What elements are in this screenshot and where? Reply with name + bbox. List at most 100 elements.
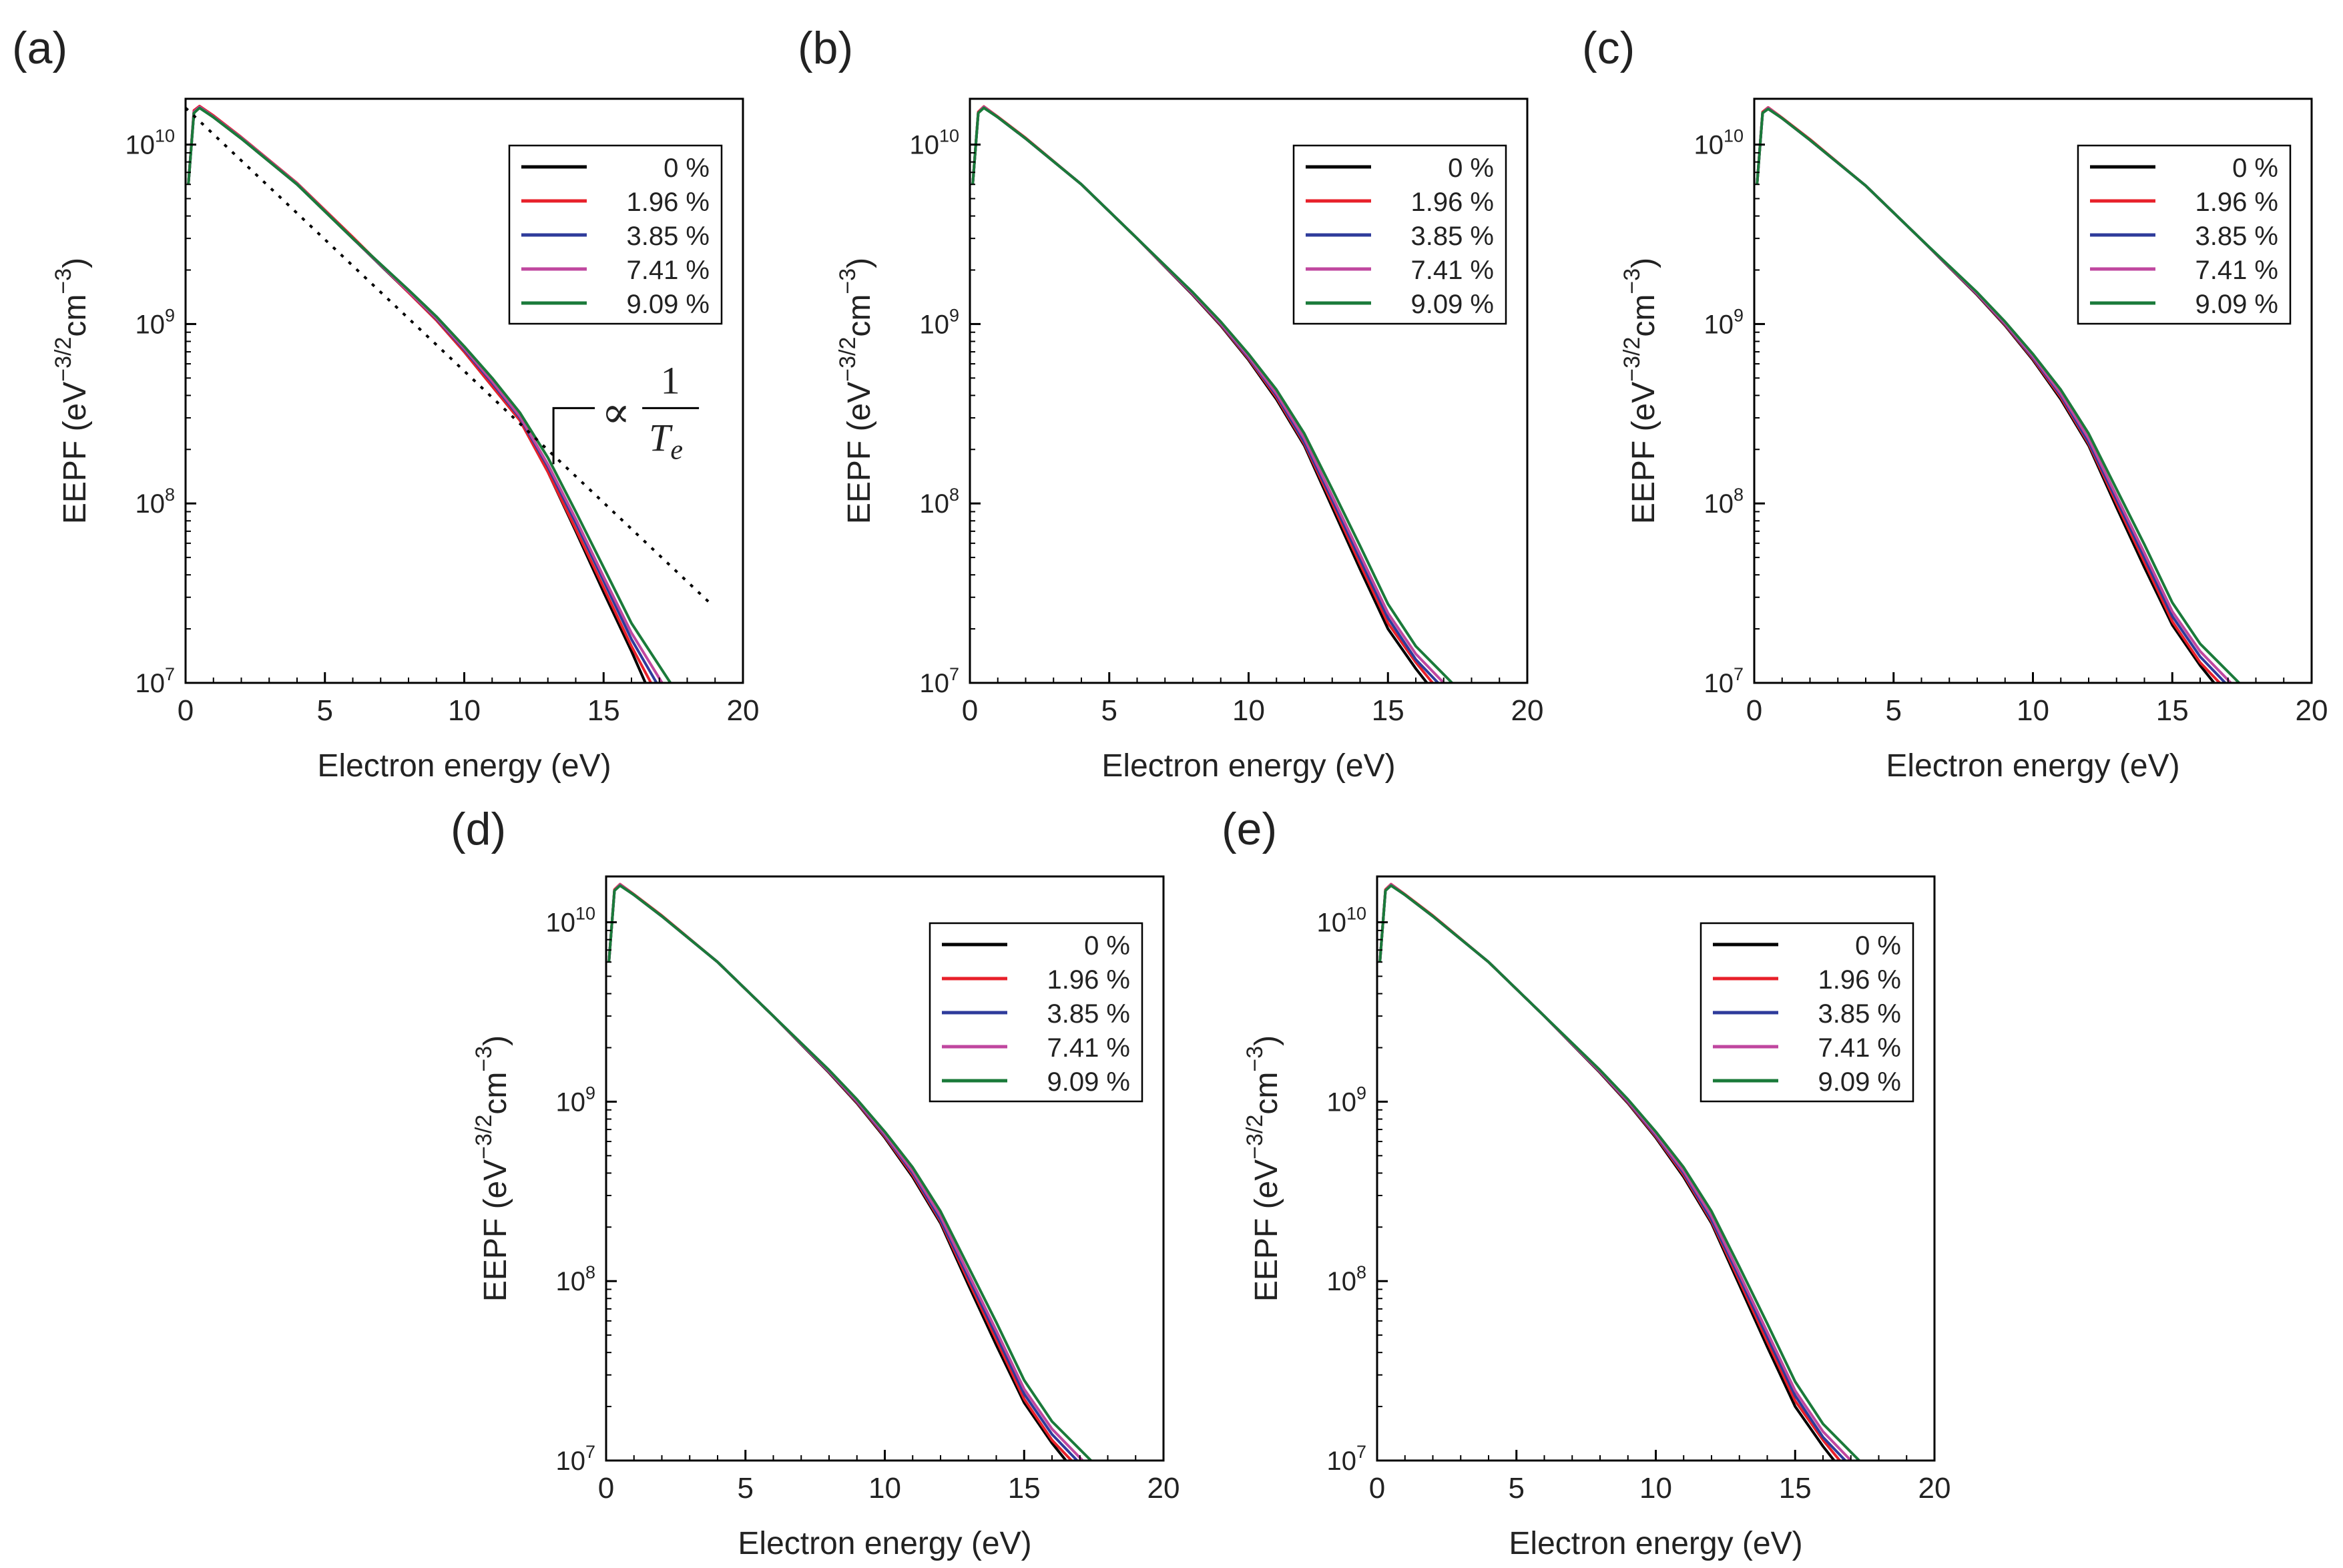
y-tick-label: 1010 (545, 904, 595, 938)
legend-entry: 3.85 % (626, 222, 710, 251)
legend-entry: 3.85 % (1818, 999, 1901, 1029)
y-tick-label: 108 (135, 485, 175, 519)
legend-entry: 1.96 % (1047, 965, 1130, 995)
y-axis-label: EEPF (eV−3/2cm−3) (1242, 1035, 1284, 1302)
x-tick-label: 5 (317, 694, 333, 727)
x-axis-label: Electron energy (eV) (1101, 748, 1395, 784)
legend-entry: 0 % (1084, 931, 1130, 961)
y-tick-label: 107 (135, 664, 175, 698)
y-tick-label: 109 (555, 1083, 595, 1117)
panel-a: (a) 0 5 10 15 20 107 108 109 1010 Electron energy … (12, 23, 759, 784)
y-tick-label: 107 (555, 1442, 595, 1476)
fraction-numerator: 1 (661, 358, 680, 402)
x-tick-label: 15 (1779, 1472, 1812, 1505)
y-tick-label: 108 (555, 1262, 595, 1296)
slope-annotation: ∝ 1 Te (552, 358, 700, 465)
x-tick-label: 10 (1232, 694, 1265, 727)
x-axis-label: Electron energy (eV) (1886, 748, 2179, 784)
reference-line (186, 107, 711, 604)
legend-entry: 3.85 % (2195, 222, 2278, 251)
panel-label: (b) (798, 23, 853, 73)
series-line-9-09 (971, 106, 1453, 683)
legend-entry: 9.09 % (2195, 290, 2278, 319)
x-tick-label: 0 (178, 694, 194, 727)
x-tick-label: 0 (962, 694, 978, 727)
x-tick-label: 20 (1511, 694, 1544, 727)
y-tick-label: 107 (919, 664, 959, 698)
x-tick-label: 15 (1008, 1472, 1041, 1505)
series-group (1378, 882, 1860, 1461)
legend: 0 % 1.96 % 3.85 % 7.41 % 9.09 % (508, 144, 723, 325)
x-tick-label: 0 (1369, 1472, 1385, 1505)
legend: 0 % 1.96 % 3.85 % 7.41 % 9.09 % (1292, 144, 1507, 325)
series-group (1756, 106, 2240, 683)
x-tick-label: 20 (1918, 1472, 1951, 1505)
legend: 0 % 1.96 % 3.85 % 7.41 % 9.09 % (929, 922, 1143, 1103)
x-tick-label: 0 (598, 1472, 614, 1505)
panel-e: (e) 0 5 10 15 20 107 108 109 1010 Electron energy … (1222, 804, 1950, 1561)
legend-entry: 7.41 % (2195, 256, 2278, 285)
legend-entry: 0 % (1448, 154, 1494, 183)
panel-b: (b) 0 5 10 15 20 107 108 109 1010 Electron energy … (798, 23, 1543, 784)
series-line-9-09 (1378, 884, 1860, 1461)
x-tick-label: 15 (1372, 694, 1404, 727)
legend-entry: 9.09 % (1047, 1067, 1130, 1097)
y-tick-label: 108 (919, 485, 959, 519)
x-tick-label: 5 (1886, 694, 1902, 727)
y-tick-label: 1010 (1694, 126, 1744, 160)
panel-c: (c) 0 5 10 15 20 107 108 109 1010 Electron energy … (1582, 23, 2328, 784)
legend: 0 % 1.96 % 3.85 % 7.41 % 9.09 % (2077, 144, 2292, 325)
fraction-denominator: Te (649, 416, 683, 465)
legend-entry: 1.96 % (626, 188, 710, 217)
y-tick-label: 107 (1326, 1442, 1366, 1476)
legend-entry: 0 % (664, 154, 710, 183)
y-tick-label: 109 (135, 305, 175, 339)
x-tick-label: 5 (1101, 694, 1117, 727)
panel-d: (d) 0 5 10 15 20 107 108 109 1010 Electron energy … (451, 804, 1180, 1561)
legend-entry: 1.96 % (1818, 965, 1901, 995)
legend-entry: 9.09 % (1818, 1067, 1901, 1097)
legend-entry: 0 % (2232, 154, 2278, 183)
y-tick-label: 1010 (909, 126, 959, 160)
legend-entry: 7.41 % (626, 256, 710, 285)
y-axis-label: EEPF (eV−3/2cm−3) (1619, 258, 1661, 524)
panel-label: (e) (1222, 804, 1277, 854)
x-tick-label: 20 (1147, 1472, 1180, 1505)
x-tick-label: 5 (738, 1472, 754, 1505)
legend-entry: 0 % (1855, 931, 1901, 961)
x-tick-label: 20 (2296, 694, 2328, 727)
legend-entry: 1.96 % (1410, 188, 1494, 217)
x-axis-label: Electron energy (eV) (317, 748, 611, 784)
y-tick-label: 108 (1704, 485, 1744, 519)
x-tick-label: 10 (868, 1472, 901, 1505)
legend-entry: 3.85 % (1047, 999, 1130, 1029)
y-tick-label: 108 (1326, 1262, 1366, 1296)
legend-entry: 1.96 % (2195, 188, 2278, 217)
y-tick-label: 1010 (125, 126, 175, 160)
x-tick-label: 20 (727, 694, 760, 727)
x-tick-label: 15 (587, 694, 620, 727)
y-axis-label: EEPF (eV−3/2cm−3) (51, 258, 93, 524)
legend-entry: 9.09 % (626, 290, 710, 319)
series-group (971, 105, 1453, 683)
legend-entry: 9.09 % (1410, 290, 1494, 319)
series-line-9-09 (607, 884, 1092, 1461)
legend-entry: 7.41 % (1047, 1033, 1130, 1063)
x-tick-label: 10 (2017, 694, 2049, 727)
proportional-symbol: ∝ (601, 388, 630, 436)
y-tick-label: 109 (1704, 305, 1744, 339)
legend-entry: 3.85 % (1410, 222, 1494, 251)
panel-label: (a) (12, 23, 67, 73)
x-axis-label: Electron energy (eV) (1509, 1526, 1802, 1561)
y-axis-label: EEPF (eV−3/2cm−3) (835, 258, 877, 524)
series-line-9-09 (187, 106, 672, 683)
y-tick-label: 1010 (1316, 904, 1366, 938)
x-tick-label: 15 (2156, 694, 2189, 727)
legend-entry: 7.41 % (1818, 1033, 1901, 1063)
legend-entry: 7.41 % (1410, 256, 1494, 285)
slope-bracket (552, 407, 595, 465)
series-group (607, 882, 1092, 1461)
y-tick-label: 107 (1704, 664, 1744, 698)
panel-label: (d) (451, 804, 506, 854)
